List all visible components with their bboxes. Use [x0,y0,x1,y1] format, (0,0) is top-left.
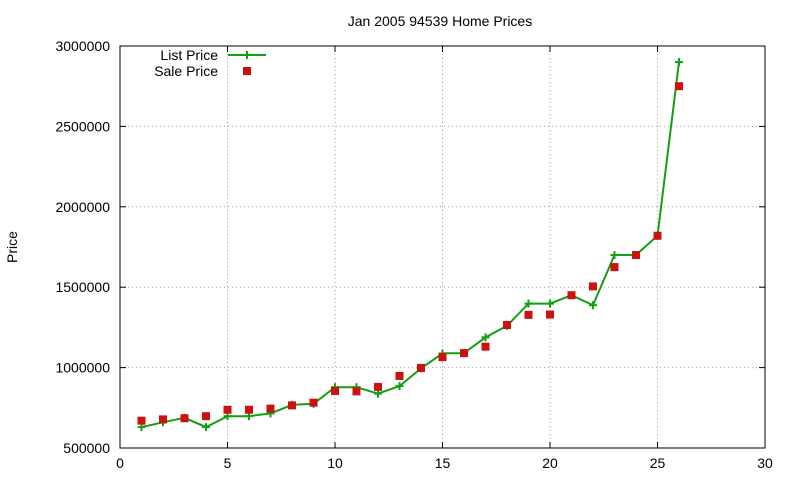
list-price-point [374,389,382,398]
series-0 [137,58,683,432]
sale-price-point [524,310,533,319]
list-price-point [546,299,554,308]
sale-price-point [589,282,597,291]
list-price-point [202,423,210,432]
sale-price-point [180,414,189,423]
sale-price-point [374,382,382,391]
sale-price-point [610,263,619,272]
x-tick-label: 15 [435,455,451,471]
x-tick-label: 25 [650,455,666,471]
list-price-point [395,382,404,391]
chart-title: Jan 2005 94539 Home Prices [348,13,532,29]
series-1 [137,82,683,425]
y-tick-label: 1000000 [55,360,110,376]
sale-price-point [653,231,662,240]
sale-price-point [675,82,683,91]
x-tick-label: 0 [116,455,124,471]
list-price-line [141,61,680,429]
sale-price-point [331,386,339,395]
legend-plus-marker [243,51,251,59]
sale-price-point [288,401,296,410]
x-tick-label: 10 [327,455,343,471]
legend-label: Sale Price [154,63,218,79]
sale-price-point [460,349,468,358]
axes: 0 5 10 15 20 25 30 500000 1000000 1500000 2000000 2… [55,38,773,471]
sale-price-point [309,398,318,407]
list-price-point [589,301,597,310]
sale-price-point [245,405,253,414]
sale-price-point [352,387,361,396]
list-price-point [481,333,490,342]
y-tick-label: 3000000 [55,38,110,54]
x-tick-label: 5 [224,455,232,471]
list-price-point [675,58,683,67]
sale-price-point [481,342,490,351]
y-axis-label: Price [4,231,20,263]
legend-square-marker [243,67,251,75]
sale-price-point [137,416,146,425]
sale-price-point [503,320,511,329]
legend-label: List Price [160,47,218,63]
y-tick-label: 1500000 [55,279,110,295]
plot-series [137,58,683,432]
sale-price-point [438,353,447,362]
sale-price-point [632,251,640,260]
y-tick-label: 2000000 [55,199,110,215]
plot-frame [119,45,766,449]
sale-price-point [159,415,167,424]
sale-price-point [546,310,554,319]
sale-price-point [223,405,232,414]
y-tick-label: 2500000 [55,118,110,134]
x-tick-label: 20 [542,455,558,471]
sale-price-point [266,404,275,413]
grid [120,46,765,448]
list-price-point [524,299,533,308]
list-price-point [610,251,619,260]
x-tick-label: 30 [757,455,773,471]
sale-price-point [395,371,404,380]
sale-price-point [417,363,425,372]
sale-price-point [567,291,576,300]
y-tick-label: 500000 [63,440,110,456]
sale-price-point [202,412,210,421]
